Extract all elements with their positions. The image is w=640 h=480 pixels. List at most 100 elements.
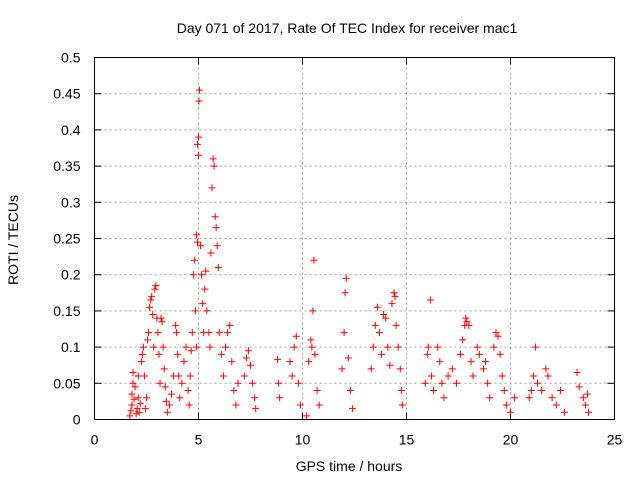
data-point <box>180 358 188 366</box>
data-point <box>583 390 591 398</box>
data-point <box>187 347 195 355</box>
axis-ticks: 0 0.05 0.1 0.15 0.2 0.25 0.3 0.35 0.4 0.45 0.5 0 5 10… <box>53 50 622 448</box>
data-point <box>249 379 257 387</box>
data-point <box>307 336 315 344</box>
data-point <box>234 379 242 387</box>
data-point <box>538 387 546 395</box>
data-point <box>226 321 234 329</box>
x-tick-label: 20 <box>503 432 519 448</box>
data-point <box>482 358 490 366</box>
data-point <box>184 387 192 395</box>
data-point <box>531 343 539 351</box>
data-point <box>244 347 252 355</box>
data-point <box>392 321 400 329</box>
data-point <box>228 358 236 366</box>
data-point <box>188 329 196 337</box>
data-point <box>146 303 154 311</box>
data-point <box>373 303 381 311</box>
data-point <box>201 285 209 293</box>
data-points <box>126 86 592 420</box>
data-point <box>473 343 481 351</box>
data-point <box>224 329 232 337</box>
data-point <box>150 343 158 351</box>
data-point <box>148 292 156 300</box>
data-point <box>219 372 227 380</box>
data-point <box>141 405 149 413</box>
data-point <box>434 343 442 351</box>
data-point <box>154 329 162 337</box>
data-point <box>214 263 222 271</box>
data-point <box>147 296 155 304</box>
data-point <box>462 314 470 322</box>
data-point <box>173 329 181 337</box>
data-point <box>371 321 379 329</box>
data-point <box>129 379 137 387</box>
data-point <box>457 350 465 358</box>
data-point <box>561 408 569 416</box>
data-point <box>230 387 238 395</box>
data-point <box>348 405 356 413</box>
data-point <box>213 242 221 250</box>
data-point <box>423 350 431 358</box>
data-point <box>208 184 216 192</box>
data-point <box>205 329 213 337</box>
data-point <box>386 361 394 369</box>
data-point <box>215 329 223 337</box>
data-point <box>209 155 217 163</box>
data-point <box>382 314 390 322</box>
data-point <box>573 368 581 376</box>
data-point <box>369 343 377 351</box>
data-point <box>342 274 350 282</box>
data-point <box>424 343 432 351</box>
data-point <box>137 358 145 366</box>
data-point <box>176 394 184 402</box>
data-point <box>556 387 564 395</box>
data-point <box>197 242 205 250</box>
data-point <box>490 343 498 351</box>
data-point <box>479 365 487 373</box>
data-point <box>162 397 170 405</box>
y-tick-label: 0.05 <box>53 375 80 391</box>
data-point <box>163 408 171 416</box>
y-axis-label: ROTI / TECUs <box>5 195 21 285</box>
data-point <box>310 256 318 264</box>
data-point <box>502 401 510 409</box>
data-point <box>193 238 201 246</box>
data-point <box>190 256 198 264</box>
data-point <box>212 224 220 232</box>
data-point <box>430 387 438 395</box>
data-point <box>178 379 186 387</box>
x-axis-label: GPS time / hours <box>296 458 403 474</box>
data-point <box>544 372 552 380</box>
data-point <box>175 372 183 380</box>
data-point <box>275 379 283 387</box>
data-point <box>136 400 144 408</box>
data-point <box>397 387 405 395</box>
data-point <box>484 379 492 387</box>
data-point <box>199 300 207 308</box>
data-point <box>448 365 456 373</box>
data-point <box>384 343 392 351</box>
data-point <box>172 321 180 329</box>
data-point <box>396 365 404 373</box>
data-point <box>185 401 193 409</box>
data-point <box>367 365 375 373</box>
data-point <box>286 358 294 366</box>
data-point <box>290 343 298 351</box>
data-point <box>548 394 556 402</box>
data-point <box>498 372 506 380</box>
data-point <box>140 372 148 380</box>
data-point <box>338 365 346 373</box>
y-tick-label: 0.4 <box>61 122 81 138</box>
data-point <box>496 350 504 358</box>
data-point <box>182 343 190 351</box>
y-tick-label: 0.2 <box>61 267 81 283</box>
data-point <box>192 231 200 239</box>
data-point <box>211 213 219 221</box>
data-point <box>133 405 141 413</box>
data-point <box>247 361 254 369</box>
data-point <box>126 412 134 420</box>
y-tick-label: 0.35 <box>53 158 80 174</box>
data-point <box>195 151 202 159</box>
data-point <box>308 343 316 351</box>
